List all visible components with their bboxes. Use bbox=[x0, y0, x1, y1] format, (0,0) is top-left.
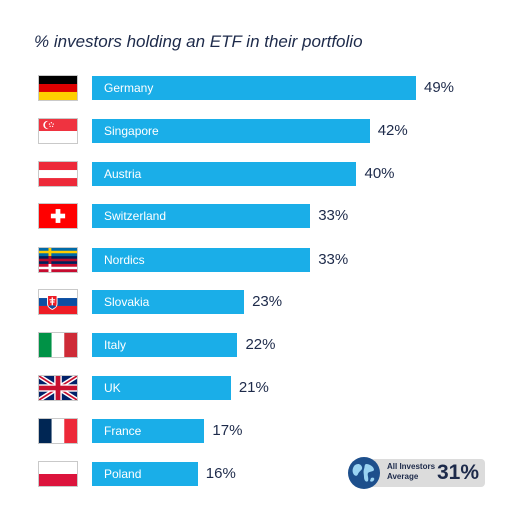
globe-icon bbox=[347, 456, 381, 490]
average-badge: All Investors Average 31% bbox=[347, 456, 485, 490]
france-flag-icon bbox=[38, 418, 78, 444]
nordics-flag-icon bbox=[38, 247, 78, 273]
bar-row-nordics: Nordics 33% bbox=[0, 247, 523, 273]
austria-flag-icon bbox=[38, 161, 78, 187]
bar-germany: Germany bbox=[92, 76, 416, 100]
bar-label-italy: Italy bbox=[104, 338, 127, 352]
average-pill bbox=[361, 459, 485, 487]
bar-uk: UK bbox=[92, 376, 231, 400]
bar-slovakia: Slovakia bbox=[92, 290, 245, 314]
bar-italy: Italy bbox=[92, 333, 238, 357]
bar-label-uk: UK bbox=[104, 381, 121, 395]
bar-row-italy: Italy 22% bbox=[0, 332, 523, 358]
bar-row-slovakia: Slovakia 23% bbox=[0, 289, 523, 315]
italy-flag-icon bbox=[38, 332, 78, 358]
bar-label-singapore: Singapore bbox=[104, 124, 159, 138]
slovakia-flag-icon bbox=[38, 289, 78, 315]
bar-row-uk: UK 21% bbox=[0, 375, 523, 401]
chart-title: % investors holding an ETF in their port… bbox=[34, 32, 363, 51]
germany-flag-icon bbox=[38, 75, 78, 101]
average-label: All Investors Average bbox=[387, 462, 447, 482]
bar-switzerland: Switzerland bbox=[92, 204, 311, 228]
value-label-france: 17% bbox=[212, 422, 243, 439]
value-label-uk: 21% bbox=[238, 379, 269, 396]
singapore-flag-icon bbox=[38, 118, 78, 144]
switzerland-flag-icon bbox=[38, 203, 78, 229]
bar-label-germany: Germany bbox=[104, 81, 154, 95]
value-label-poland: 16% bbox=[205, 465, 236, 482]
uk-flag-icon bbox=[38, 375, 78, 401]
bar-row-austria: Austria 40% bbox=[0, 161, 523, 187]
bar-nordics: Nordics bbox=[92, 248, 311, 272]
value-label-switzerland: 33% bbox=[318, 207, 349, 224]
average-label-line1: All Investors bbox=[387, 462, 436, 471]
bar-label-austria: Austria bbox=[104, 167, 142, 181]
bar-label-switzerland: Switzerland bbox=[104, 209, 167, 223]
value-label-nordics: 33% bbox=[318, 251, 349, 268]
bar-row-poland: Poland 16% bbox=[0, 461, 523, 487]
bar-label-slovakia: Slovakia bbox=[104, 295, 150, 309]
bar-austria: Austria bbox=[92, 162, 357, 186]
bar-poland: Poland bbox=[92, 462, 198, 486]
value-label-germany: 49% bbox=[424, 79, 455, 96]
bar-label-poland: Poland bbox=[104, 467, 142, 481]
bar-row-france: France 17% bbox=[0, 418, 523, 444]
value-label-slovakia: 23% bbox=[252, 293, 283, 310]
value-label-austria: 40% bbox=[364, 165, 395, 182]
bar-row-switzerland: Switzerland 33% bbox=[0, 203, 523, 229]
bar-label-nordics: Nordics bbox=[104, 253, 145, 267]
bar-row-germany: Germany 49% bbox=[0, 75, 523, 101]
poland-flag-icon bbox=[38, 461, 78, 487]
bar-france: France bbox=[92, 419, 205, 443]
average-value: 31% bbox=[437, 461, 480, 484]
bar-singapore: Singapore bbox=[92, 119, 370, 143]
value-label-singapore: 42% bbox=[377, 122, 408, 139]
average-label-line2: Average bbox=[387, 472, 419, 481]
value-label-italy: 22% bbox=[245, 336, 276, 353]
bar-label-france: France bbox=[104, 424, 142, 438]
bar-row-singapore: Singapore 42% bbox=[0, 118, 523, 144]
